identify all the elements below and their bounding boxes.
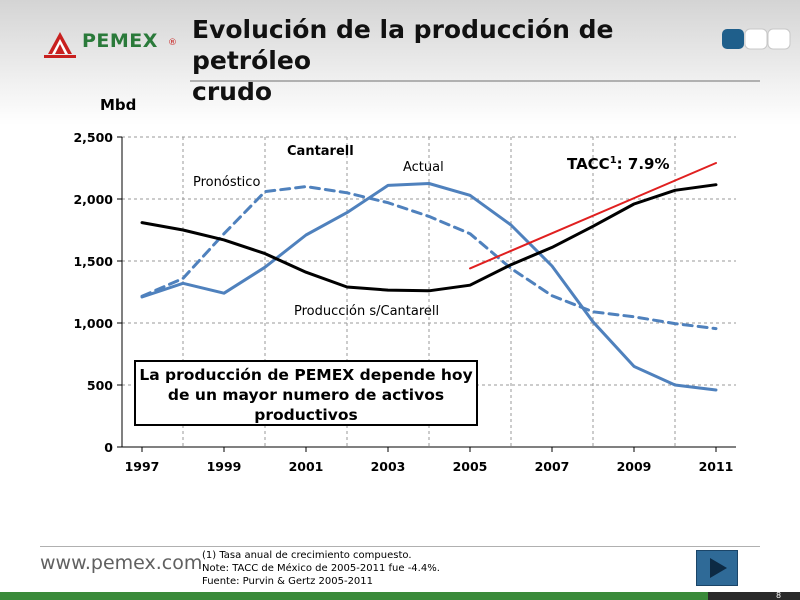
tacc-prefix: TACC: [567, 155, 610, 173]
y-axis-label: Mbd: [100, 96, 136, 114]
footer-bar-dark: [708, 592, 800, 600]
callout-box: La producción de PEMEX depende hoy de un…: [134, 360, 478, 426]
play-arrow-icon: [710, 558, 727, 578]
nav-tab-active[interactable]: [722, 29, 744, 49]
next-slide-button[interactable]: [696, 550, 738, 586]
pemex-logo: PEMEX ®: [40, 24, 180, 68]
header-background: [0, 0, 800, 125]
callout-line-2: de un mayor numero de activos: [167, 386, 445, 404]
chart-axes: 0 500 1,000 1,500 2,000 2,500 1997 1999 2001 2003…: [73, 130, 736, 474]
title-divider: [190, 80, 760, 82]
y-tick-label: 1,500: [73, 254, 113, 269]
footer-bar: [0, 592, 800, 600]
x-tick-label: 2001: [289, 459, 324, 474]
y-tick-label: 2,500: [73, 130, 113, 145]
y-tick-label: 2,000: [73, 192, 113, 207]
page-number: 8: [776, 591, 782, 600]
callout-line-1: La producción de PEMEX depende hoy: [139, 366, 473, 384]
series-line-pron-stico: [140, 185, 718, 331]
annotation-tacc: TACC1: 7.9%: [567, 155, 670, 173]
logo-text: PEMEX: [82, 30, 158, 52]
logo-registered-mark: ®: [168, 38, 177, 48]
pemex-eagle-icon: [44, 32, 76, 58]
callout-line-3: productivos: [254, 406, 358, 424]
slide-nav-tabs[interactable]: [720, 26, 792, 52]
chart-series: [140, 162, 718, 392]
footnotes: (1) Tasa anual de crecimiento compuesto.…: [202, 549, 440, 588]
footer-url-link[interactable]: www.pemex.com: [40, 552, 203, 574]
x-tick-label: 2003: [371, 459, 406, 474]
nav-tab-2[interactable]: [744, 28, 768, 50]
x-tick-label: 1997: [125, 459, 160, 474]
tacc-value: : 7.9%: [617, 155, 670, 173]
tacc-superscript: 1: [610, 155, 617, 166]
x-tick-label: 2007: [535, 459, 570, 474]
page-title: Evolución de la producción de petróleo c…: [192, 14, 712, 107]
annotation-pronostico: Pronóstico: [193, 175, 260, 190]
x-tick-label: 2009: [617, 459, 652, 474]
nav-tab-3[interactable]: [767, 28, 791, 50]
series-line-actual: [140, 182, 718, 392]
footnote-3: Fuente: Purvin & Gertz 2005-2011: [202, 576, 374, 587]
series-line-tacc: [469, 162, 717, 270]
y-tick-label: 0: [104, 440, 113, 455]
series-line-producci-n-s-cantarell: [140, 183, 718, 293]
footnote-1: (1) Tasa anual de crecimiento compuesto.: [202, 550, 412, 561]
annotation-cantarell: Cantarell: [287, 144, 354, 159]
y-tick-label: 1,000: [73, 316, 113, 331]
footnote-2: Note: TACC de México de 2005-2011 fue -4…: [202, 563, 440, 574]
y-tick-label: 500: [87, 378, 113, 393]
x-tick-label: 2005: [453, 459, 488, 474]
footer-divider: [40, 546, 760, 547]
x-tick-label: 1999: [207, 459, 242, 474]
annotation-actual: Actual: [403, 160, 444, 175]
title-line-1: Evolución de la producción de petróleo: [192, 15, 614, 75]
x-tick-label: 2011: [699, 459, 734, 474]
annotation-sin-cantarell: Producción s/Cantarell: [294, 304, 439, 319]
